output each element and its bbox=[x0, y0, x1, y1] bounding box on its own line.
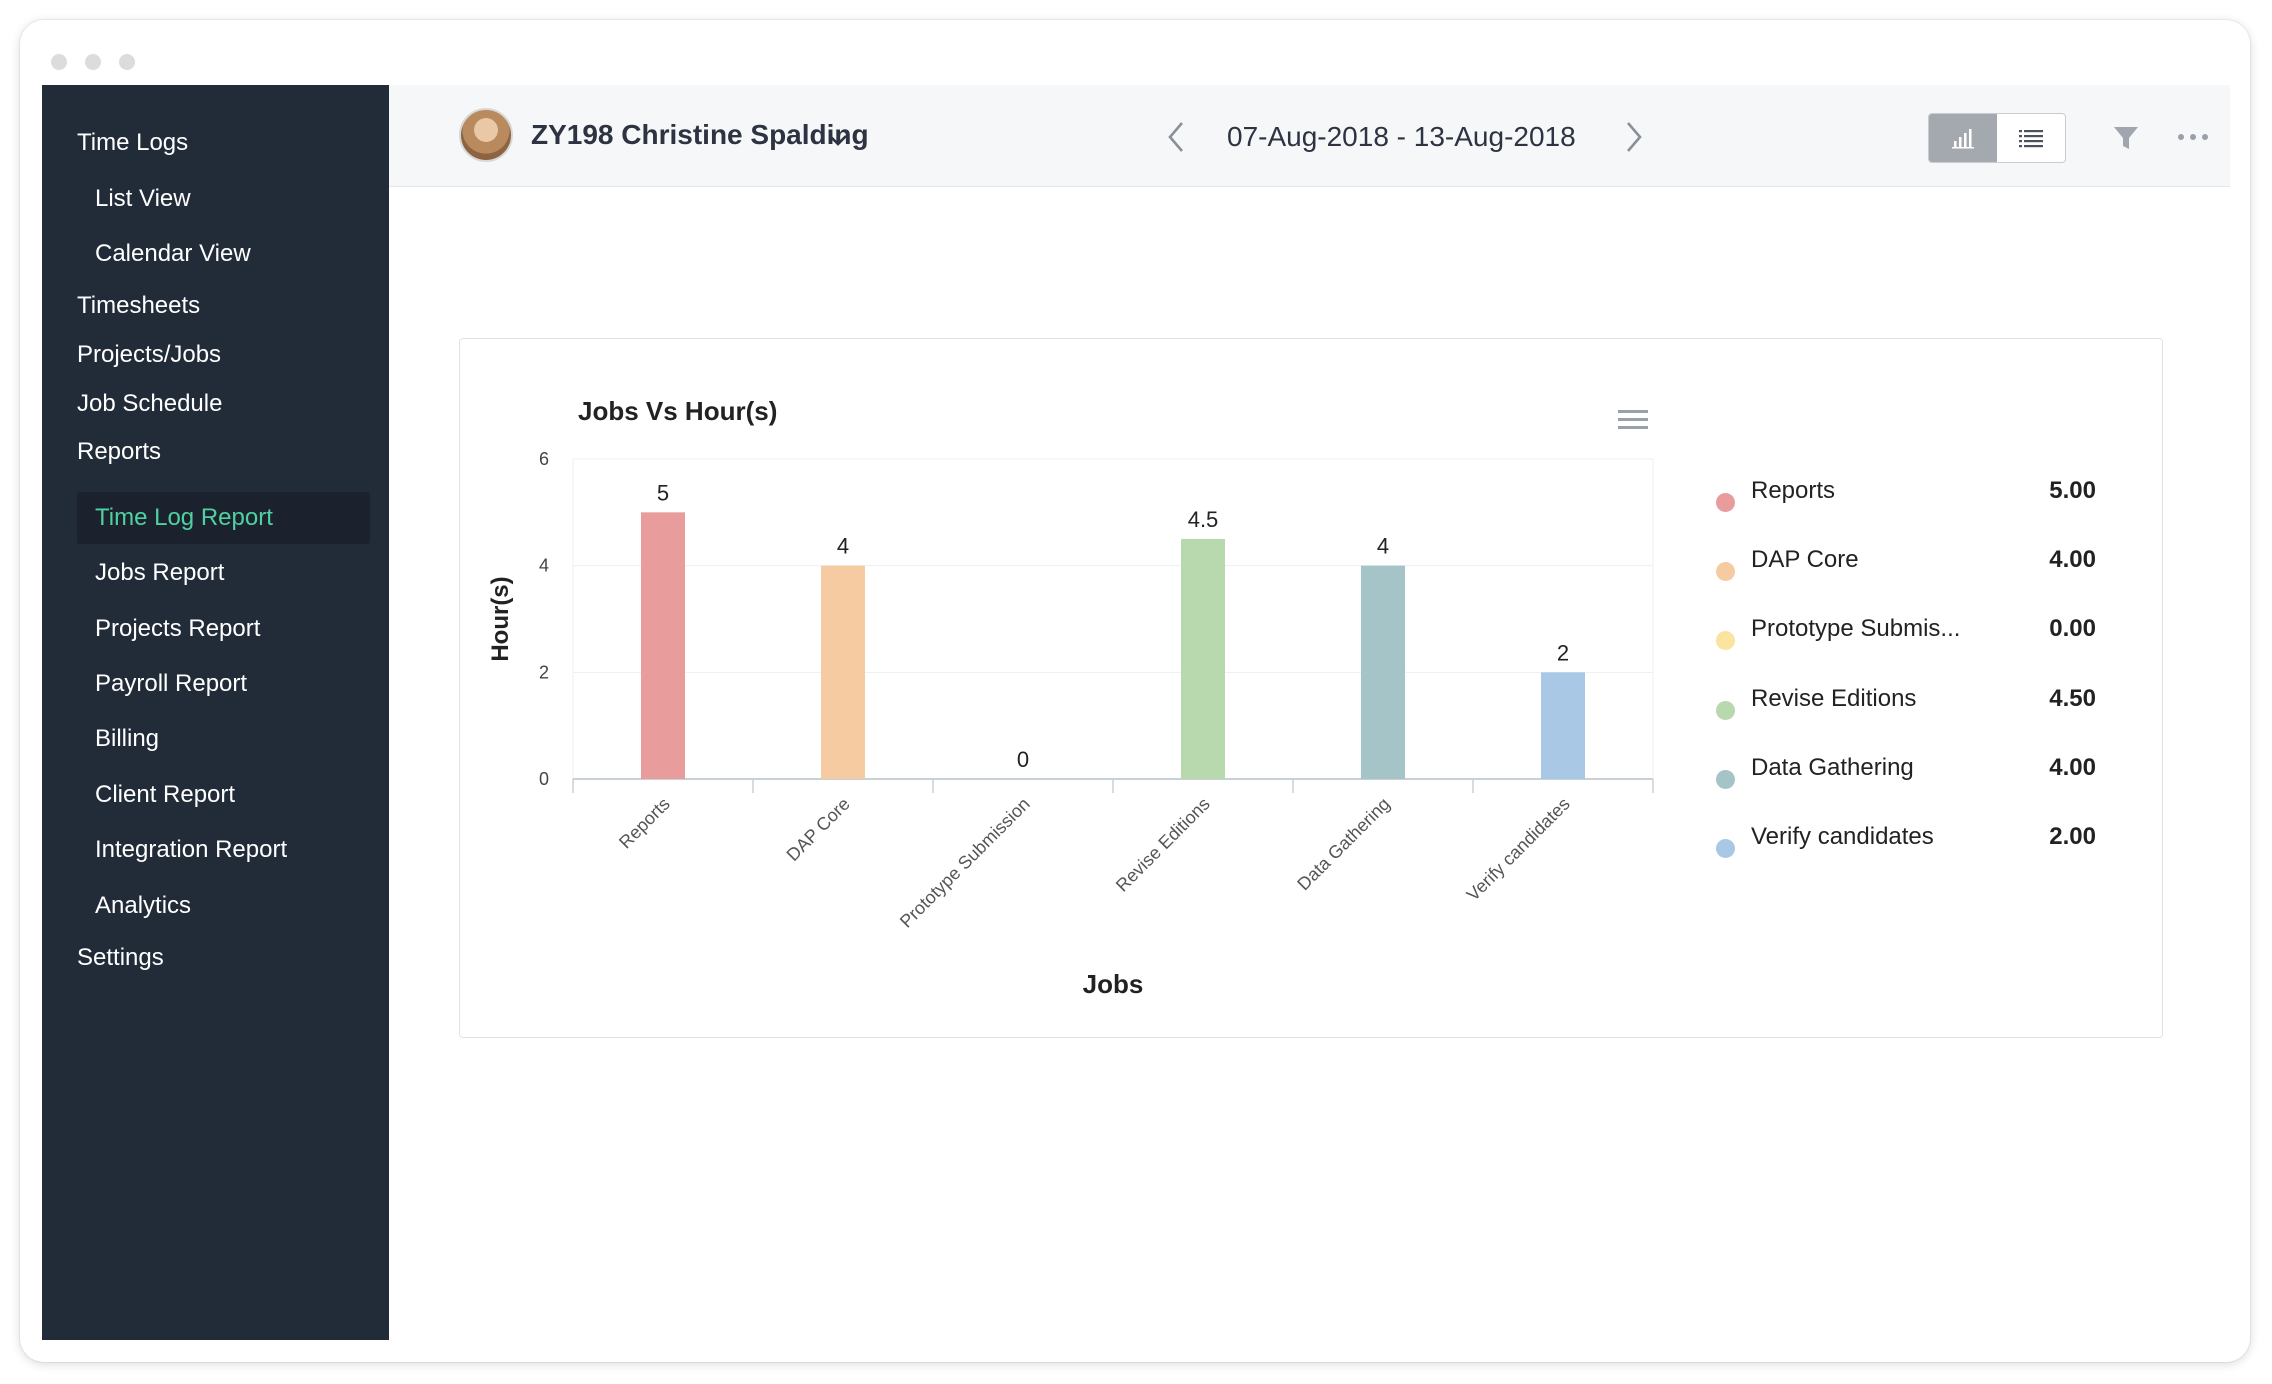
legend-color-dot bbox=[1716, 631, 1735, 650]
legend-label: Revise Editions bbox=[1751, 685, 1917, 712]
legend-value: 5.00 bbox=[2049, 477, 2096, 504]
legend-value: 4.00 bbox=[2049, 754, 2096, 781]
legend-item-reports[interactable]: Reports 5.00 bbox=[1716, 477, 2096, 517]
chart-view-button[interactable] bbox=[1929, 114, 1997, 162]
sidebar-item-projects-jobs[interactable]: Projects/Jobs bbox=[77, 341, 222, 368]
legend-value: 4.00 bbox=[2049, 546, 2096, 573]
legend-color-dot bbox=[1716, 493, 1735, 512]
data-label: 0 bbox=[1017, 747, 1029, 772]
list-icon bbox=[2019, 130, 2043, 148]
data-label: 4 bbox=[1377, 534, 1389, 559]
y-axis-title: Hour(s) bbox=[487, 576, 514, 661]
legend-label: Verify candidates bbox=[1751, 823, 1934, 850]
legend-value: 0.00 bbox=[2049, 615, 2096, 642]
legend-value: 4.50 bbox=[2049, 685, 2096, 712]
data-label: 5 bbox=[657, 480, 669, 505]
bar bbox=[641, 512, 685, 779]
y-tick-label: 0 bbox=[539, 769, 549, 789]
sidebar-item-job-schedule[interactable]: Job Schedule bbox=[77, 390, 223, 417]
y-tick-label: 4 bbox=[539, 556, 549, 576]
legend-item-dap-core[interactable]: DAP Core 4.00 bbox=[1716, 546, 2096, 586]
bar bbox=[1181, 539, 1225, 779]
minimize-dot[interactable] bbox=[85, 54, 101, 70]
list-view-button[interactable] bbox=[1997, 114, 2065, 162]
sidebar-item-reports[interactable]: Reports bbox=[77, 438, 162, 465]
legend-label: Prototype Submis... bbox=[1751, 615, 1961, 642]
sidebar-item-calendar-view[interactable]: Calendar View bbox=[95, 240, 251, 267]
sidebar-item-projects-report[interactable]: Projects Report bbox=[95, 615, 261, 642]
sidebar-item-payroll-report[interactable]: Payroll Report bbox=[95, 670, 248, 697]
x-tick-label: Verify candidates bbox=[1463, 794, 1574, 905]
user-avatar[interactable] bbox=[459, 108, 513, 162]
sidebar-item-jobs-report[interactable]: Jobs Report bbox=[95, 559, 225, 586]
chart-card: Jobs Vs Hour(s) 0 2 4 6 5 Reports 4 DAP Core 0 Pr… bbox=[459, 338, 2163, 1038]
date-range[interactable]: 07-Aug-2018 - 13-Aug-2018 bbox=[1227, 121, 1576, 152]
sidebar-item-timesheets[interactable]: Timesheets bbox=[77, 292, 201, 319]
close-dot[interactable] bbox=[51, 54, 67, 70]
legend-color-dot bbox=[1716, 839, 1735, 858]
chart-title: Jobs Vs Hour(s) bbox=[578, 396, 778, 426]
legend-label: DAP Core bbox=[1751, 546, 1859, 573]
user-name[interactable]: ZY198 Christine Spalding bbox=[531, 119, 869, 150]
chevron-right-icon[interactable] bbox=[1622, 120, 1646, 154]
sidebar-item-analytics[interactable]: Analytics bbox=[95, 892, 192, 919]
x-tick-label: Data Gathering bbox=[1293, 794, 1393, 894]
sidebar-item-time-logs[interactable]: Time Logs bbox=[77, 129, 189, 156]
legend-item-verify-candidates[interactable]: Verify candidates 2.00 bbox=[1716, 823, 2096, 863]
bar bbox=[1361, 565, 1405, 779]
sidebar: Time Logs List View Calendar View Timesh… bbox=[42, 85, 389, 1340]
y-tick-label: 6 bbox=[539, 449, 549, 469]
legend-color-dot bbox=[1716, 562, 1735, 581]
legend-label: Data Gathering bbox=[1751, 754, 1914, 781]
x-axis-title: Jobs bbox=[1083, 969, 1144, 999]
legend-color-dot bbox=[1716, 770, 1735, 789]
more-options-icon[interactable] bbox=[2176, 131, 2210, 143]
chevron-left-icon[interactable] bbox=[1164, 120, 1188, 154]
bar-chart-icon bbox=[1952, 129, 1974, 149]
x-tick-label: Prototype Submission bbox=[896, 794, 1034, 932]
bar-chart: 0 2 4 6 5 Reports 4 DAP Core 0 Prototype Submissi… bbox=[487, 449, 1654, 999]
maximize-dot[interactable] bbox=[119, 54, 135, 70]
bar bbox=[1541, 672, 1585, 779]
report-toolbar: ZY198 Christine Spalding 07-Aug-2018 - 1… bbox=[389, 85, 2230, 187]
sidebar-active-highlight bbox=[77, 492, 370, 544]
chevron-down-icon[interactable] bbox=[827, 129, 849, 151]
sidebar-item-integration-report[interactable]: Integration Report bbox=[95, 836, 288, 863]
legend-item-prototype-submission[interactable]: Prototype Submis... 0.00 bbox=[1716, 615, 2096, 655]
sidebar-item-client-report[interactable]: Client Report bbox=[95, 781, 236, 808]
legend-item-revise-editions[interactable]: Revise Editions 4.50 bbox=[1716, 685, 2096, 725]
sidebar-item-time-log-report[interactable]: Time Log Report bbox=[95, 504, 273, 531]
chart-menu-icon[interactable] bbox=[1618, 408, 1648, 432]
sidebar-item-list-view[interactable]: List View bbox=[95, 185, 191, 212]
legend-value: 2.00 bbox=[2049, 823, 2096, 850]
legend-label: Reports bbox=[1751, 477, 1836, 504]
data-label: 4 bbox=[837, 534, 849, 559]
x-tick-label: Reports bbox=[615, 794, 674, 853]
legend-color-dot bbox=[1716, 701, 1735, 720]
plot-area bbox=[572, 458, 1654, 780]
app-window: Time Logs List View Calendar View Timesh… bbox=[20, 20, 2250, 1362]
data-label: 2 bbox=[1557, 640, 1569, 665]
data-label: 4.5 bbox=[1188, 507, 1219, 532]
x-tick-label: DAP Core bbox=[783, 794, 854, 865]
x-tick-label: Revise Editions bbox=[1112, 794, 1214, 896]
view-toggle bbox=[1928, 113, 2066, 163]
sidebar-item-billing[interactable]: Billing bbox=[95, 725, 160, 752]
sidebar-item-settings[interactable]: Settings bbox=[77, 944, 164, 971]
y-tick-label: 2 bbox=[539, 662, 549, 682]
bar bbox=[821, 565, 865, 779]
window-controls bbox=[51, 54, 135, 70]
filter-icon[interactable] bbox=[2111, 123, 2141, 153]
legend-item-data-gathering[interactable]: Data Gathering 4.00 bbox=[1716, 754, 2096, 794]
